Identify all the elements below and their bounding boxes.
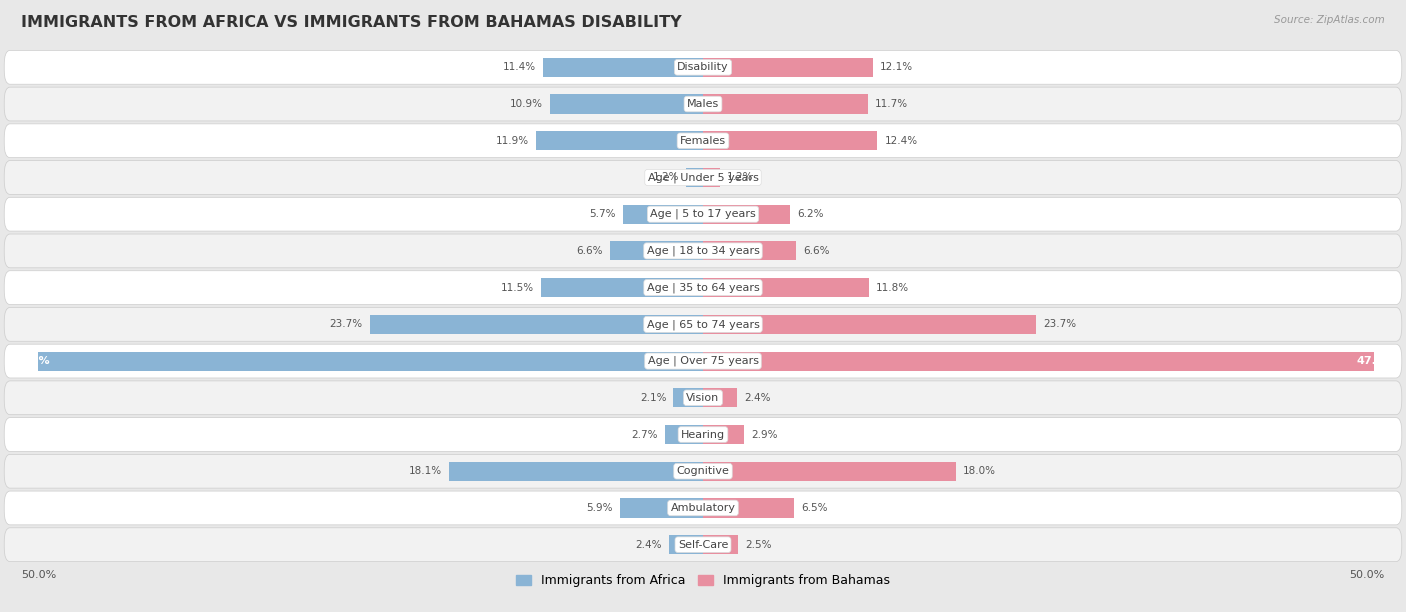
Text: Cognitive: Cognitive	[676, 466, 730, 476]
Text: 18.0%: 18.0%	[963, 466, 995, 476]
Text: 50.0%: 50.0%	[1350, 570, 1385, 580]
Text: 2.9%: 2.9%	[751, 430, 778, 439]
Bar	[536, 131, 703, 151]
FancyBboxPatch shape	[4, 234, 1402, 268]
Bar	[703, 278, 869, 297]
FancyBboxPatch shape	[4, 50, 1402, 84]
Bar	[543, 58, 703, 77]
Bar	[541, 278, 703, 297]
Bar	[620, 498, 703, 518]
Bar	[703, 94, 868, 114]
Text: IMMIGRANTS FROM AFRICA VS IMMIGRANTS FROM BAHAMAS DISABILITY: IMMIGRANTS FROM AFRICA VS IMMIGRANTS FRO…	[21, 15, 682, 31]
Text: 1.2%: 1.2%	[652, 173, 679, 182]
Text: 23.7%: 23.7%	[329, 319, 363, 329]
Text: 50.0%: 50.0%	[21, 570, 56, 580]
FancyBboxPatch shape	[4, 528, 1402, 562]
Text: 2.5%: 2.5%	[745, 540, 772, 550]
Text: Disability: Disability	[678, 62, 728, 72]
FancyBboxPatch shape	[4, 491, 1402, 525]
Bar	[703, 535, 738, 554]
Text: 6.5%: 6.5%	[801, 503, 828, 513]
Text: 23.7%: 23.7%	[1043, 319, 1077, 329]
Bar	[610, 241, 703, 261]
FancyBboxPatch shape	[4, 197, 1402, 231]
Text: 1.2%: 1.2%	[727, 173, 754, 182]
Text: 11.7%: 11.7%	[875, 99, 908, 109]
Text: 6.6%: 6.6%	[576, 246, 603, 256]
Text: Females: Females	[681, 136, 725, 146]
Bar	[703, 131, 877, 151]
Bar	[703, 351, 1374, 371]
Bar	[703, 315, 1036, 334]
Text: Age | 65 to 74 years: Age | 65 to 74 years	[647, 319, 759, 330]
Bar	[623, 204, 703, 224]
Text: 2.4%: 2.4%	[744, 393, 770, 403]
Text: 10.9%: 10.9%	[510, 99, 543, 109]
Text: Age | Over 75 years: Age | Over 75 years	[648, 356, 758, 367]
Text: 5.7%: 5.7%	[589, 209, 616, 219]
Bar	[38, 351, 703, 371]
Text: Ambulatory: Ambulatory	[671, 503, 735, 513]
Bar	[370, 315, 703, 334]
Text: 5.9%: 5.9%	[586, 503, 613, 513]
FancyBboxPatch shape	[4, 307, 1402, 341]
Text: Age | 35 to 64 years: Age | 35 to 64 years	[647, 282, 759, 293]
Bar	[686, 168, 703, 187]
FancyBboxPatch shape	[4, 271, 1402, 305]
FancyBboxPatch shape	[4, 124, 1402, 158]
Text: 12.1%: 12.1%	[880, 62, 914, 72]
Bar	[703, 241, 796, 261]
FancyBboxPatch shape	[4, 417, 1402, 452]
Text: 6.6%: 6.6%	[803, 246, 830, 256]
Bar	[665, 425, 703, 444]
Text: Age | 5 to 17 years: Age | 5 to 17 years	[650, 209, 756, 220]
FancyBboxPatch shape	[4, 344, 1402, 378]
Bar	[669, 535, 703, 554]
Bar	[703, 388, 737, 408]
Text: 6.2%: 6.2%	[797, 209, 824, 219]
Text: Source: ZipAtlas.com: Source: ZipAtlas.com	[1274, 15, 1385, 25]
Bar	[703, 58, 873, 77]
Text: 2.1%: 2.1%	[640, 393, 666, 403]
Text: Age | Under 5 years: Age | Under 5 years	[648, 172, 758, 183]
Text: 11.5%: 11.5%	[501, 283, 534, 293]
Text: 18.1%: 18.1%	[408, 466, 441, 476]
Text: Self-Care: Self-Care	[678, 540, 728, 550]
Bar	[703, 204, 790, 224]
FancyBboxPatch shape	[4, 454, 1402, 488]
Bar	[703, 498, 794, 518]
Bar	[703, 461, 956, 481]
Text: 47.7%: 47.7%	[1355, 356, 1395, 366]
FancyBboxPatch shape	[4, 160, 1402, 195]
Text: 11.9%: 11.9%	[495, 136, 529, 146]
Text: 47.3%: 47.3%	[11, 356, 49, 366]
Bar	[449, 461, 703, 481]
FancyBboxPatch shape	[4, 381, 1402, 415]
FancyBboxPatch shape	[4, 87, 1402, 121]
Text: Age | 18 to 34 years: Age | 18 to 34 years	[647, 245, 759, 256]
Bar	[703, 425, 744, 444]
Bar	[673, 388, 703, 408]
Text: 11.4%: 11.4%	[502, 62, 536, 72]
Bar	[703, 168, 720, 187]
Text: 12.4%: 12.4%	[884, 136, 918, 146]
Legend: Immigrants from Africa, Immigrants from Bahamas: Immigrants from Africa, Immigrants from …	[510, 569, 896, 592]
Text: 2.7%: 2.7%	[631, 430, 658, 439]
Text: Hearing: Hearing	[681, 430, 725, 439]
Text: 2.4%: 2.4%	[636, 540, 662, 550]
Text: Males: Males	[688, 99, 718, 109]
Text: 11.8%: 11.8%	[876, 283, 910, 293]
Text: Vision: Vision	[686, 393, 720, 403]
Bar	[550, 94, 703, 114]
